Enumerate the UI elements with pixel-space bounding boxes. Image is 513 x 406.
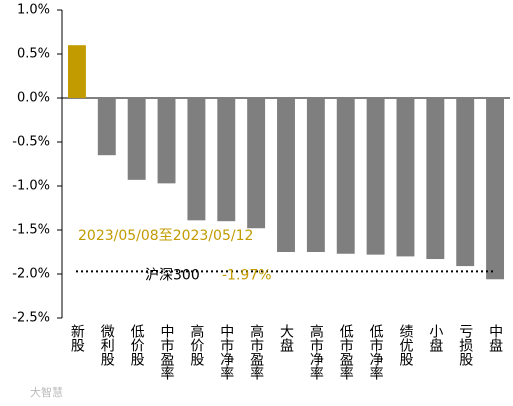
bar xyxy=(366,98,385,255)
y-tick-label: -2.0% xyxy=(12,267,50,282)
bar xyxy=(426,98,445,260)
x-tick-label: 低市净率 xyxy=(368,324,384,380)
bar xyxy=(157,98,176,184)
y-tick-label: -0.5% xyxy=(12,135,50,150)
x-tick-label: 新股 xyxy=(69,324,85,353)
watermark: 大智慧 xyxy=(30,385,63,399)
bar xyxy=(396,98,415,257)
y-tick-label: -2.5% xyxy=(12,311,50,326)
x-tick-label: 大盘 xyxy=(278,324,294,352)
bar xyxy=(486,98,505,280)
bar xyxy=(217,98,236,222)
x-tick-label: 亏损股 xyxy=(457,324,473,367)
x-tick-label: 中市净率 xyxy=(218,324,234,380)
bar xyxy=(456,98,475,267)
bar xyxy=(277,98,295,252)
bar xyxy=(127,98,146,180)
x-tick-label: 低市盈率 xyxy=(338,324,354,380)
x-tick-label: 中盘 xyxy=(487,324,503,352)
x-tick-label: 微利股 xyxy=(99,324,115,367)
x-tick-label: 高市净率 xyxy=(308,323,324,380)
bar xyxy=(336,98,355,254)
x-tick-label: 高价股 xyxy=(188,323,204,367)
y-tick-label: 1.0% xyxy=(17,3,50,18)
x-tick-label: 中市盈率 xyxy=(159,324,175,380)
y-tick-label: 0.5% xyxy=(17,47,50,62)
reference-value: -1.97% xyxy=(222,267,272,283)
x-tick-label: 低价股 xyxy=(129,324,145,367)
x-tick-label: 高市盈率 xyxy=(248,323,264,380)
y-tick-label: -1.5% xyxy=(12,223,50,238)
bar xyxy=(306,98,325,252)
x-tick-label: 绩优股 xyxy=(397,324,413,367)
y-tick-label: 0.0% xyxy=(17,91,50,106)
x-tick-label: 小盘 xyxy=(427,324,443,352)
reference-label: 沪深300 xyxy=(145,267,200,283)
annotation: 2023/05/08至2023/05/12 xyxy=(78,228,253,244)
y-tick-label: -1.0% xyxy=(12,179,50,194)
bar xyxy=(97,98,116,156)
bar xyxy=(247,98,266,229)
bar xyxy=(67,45,86,98)
bar xyxy=(187,98,206,221)
